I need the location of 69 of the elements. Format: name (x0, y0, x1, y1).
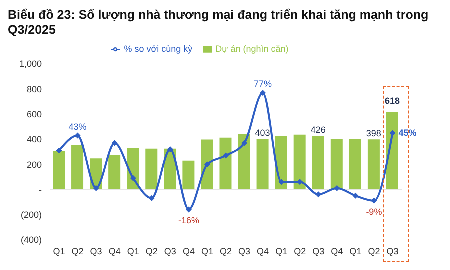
x-tick-label: Q2 (220, 246, 232, 256)
y-tick-label: (400) (20, 235, 42, 246)
x-tick-label: Q1 (53, 246, 66, 256)
bar (182, 160, 195, 190)
point (316, 192, 322, 198)
data-label: 618 (384, 96, 400, 106)
x-tick-label: Q4 (108, 246, 121, 256)
bar (294, 134, 306, 190)
point (186, 206, 192, 213)
x-tick-label: Q3 (312, 246, 325, 256)
point (260, 90, 266, 96)
point (56, 148, 62, 154)
x-tick-label: Q3 (164, 246, 176, 256)
bar (238, 134, 250, 190)
point (242, 140, 248, 146)
y-tick-label: 1,000 (19, 59, 42, 70)
y-tick-label: 200 (26, 160, 42, 170)
bar (53, 151, 65, 190)
data-label: 45% (398, 128, 417, 138)
data-label: 43% (68, 122, 87, 132)
x-tick-label: Q2 (146, 246, 158, 256)
x-tick-label: Q1 (201, 246, 214, 256)
y-tick-label: 400 (26, 134, 42, 145)
x-tick-label: Q2 (72, 246, 84, 256)
bar (386, 112, 398, 190)
chart-title: Biểu đồ 23: Số lượng nhà thương mại đang triển khai tăng mạnh trong Q3/2025 (8, 8, 430, 38)
x-tick-label: Q3 (386, 246, 399, 256)
x-tick-label: Q4 (257, 246, 270, 256)
legend-label: % so với cùng kỳ (124, 44, 193, 54)
point (390, 130, 396, 136)
point (74, 132, 81, 139)
point (204, 162, 210, 168)
bar (330, 139, 343, 190)
data-label: 426 (310, 125, 326, 136)
point (130, 175, 136, 182)
x-tick-label: Q3 (238, 246, 251, 256)
y-tick-label: 600 (26, 109, 42, 120)
data-label: -9% (366, 206, 382, 217)
point (352, 192, 359, 199)
y-tick-label: (200) (20, 210, 42, 220)
data-label: 77% (254, 79, 272, 90)
bar (312, 136, 324, 190)
bar (146, 148, 158, 190)
bar (256, 139, 269, 190)
x-tick-label: Q4 (331, 246, 344, 256)
point (112, 140, 118, 146)
data-label: -16% (178, 216, 200, 226)
data-label: 398 (366, 128, 382, 139)
y-tick-label: - (39, 184, 42, 195)
bar (72, 144, 84, 190)
point (167, 146, 174, 153)
x-tick-label: Q2 (368, 246, 380, 256)
bar (349, 139, 362, 190)
point (93, 185, 100, 192)
x-tick-label: Q1 (350, 246, 362, 256)
x-tick-label: Q2 (294, 246, 306, 256)
y-tick-label: 800 (26, 84, 42, 94)
data-label: 403 (255, 128, 270, 138)
bar (108, 155, 121, 190)
bar (368, 140, 380, 190)
legend-label: Dự án (nghìn căn) (216, 44, 289, 54)
point (334, 185, 340, 192)
x-tick-label: Q4 (182, 246, 195, 256)
point (148, 195, 155, 202)
point (223, 152, 229, 159)
bar (220, 138, 232, 190)
x-tick-label: Q1 (276, 246, 288, 256)
x-tick-label: Q3 (90, 246, 102, 256)
x-tick-label: Q1 (127, 246, 140, 256)
